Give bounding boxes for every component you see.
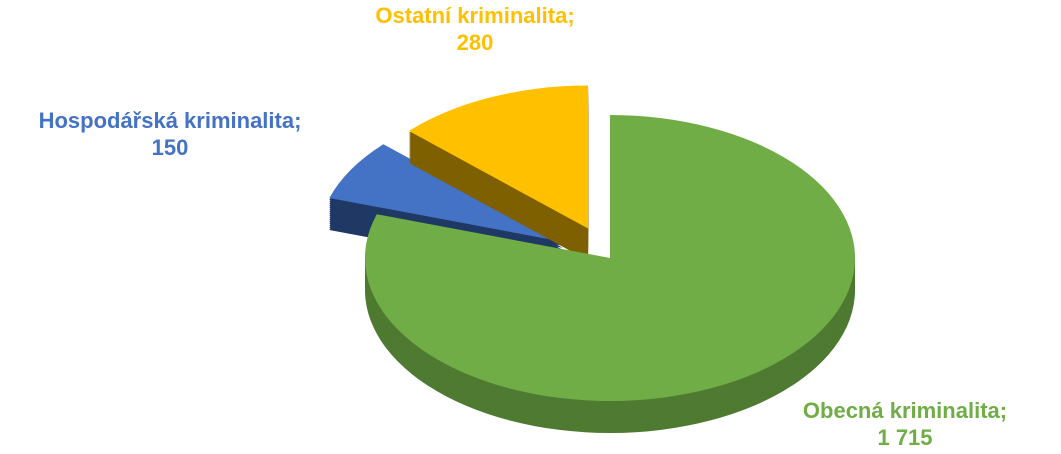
label-separator: ; [1000,398,1007,423]
value-label: 1 715 [877,425,932,450]
value-label: 150 [152,135,189,160]
data-label: Ostatní kriminalita; 280 [375,3,574,55]
data-label: Hospodářská kriminalita; 150 [39,108,302,160]
category-label: Ostatní kriminalita [375,3,568,28]
value-label: 280 [457,30,494,55]
label-separator: ; [294,108,301,133]
label-separator: ; [567,3,574,28]
slice [408,85,589,229]
category-label: Hospodářská kriminalita [39,108,295,133]
slice [329,144,563,242]
category-label: Obecná kriminalita [803,398,1001,423]
data-label: Obecná kriminalita; 1 715 [803,398,1007,450]
slice [364,115,855,402]
